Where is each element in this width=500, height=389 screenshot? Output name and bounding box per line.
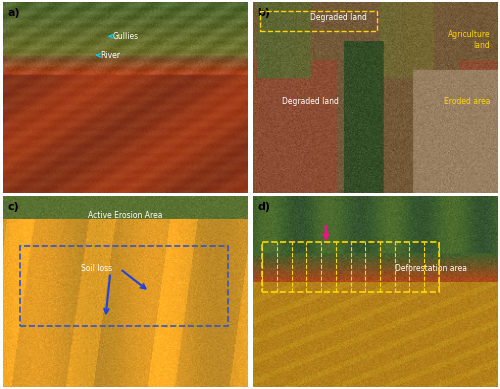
Text: a): a)	[8, 8, 20, 18]
Text: b): b)	[258, 8, 270, 18]
Text: Soil loss: Soil loss	[81, 265, 112, 273]
Text: c): c)	[8, 202, 19, 212]
Text: Agriculture
land: Agriculture land	[448, 30, 490, 50]
Text: Degraded land: Degraded land	[310, 13, 366, 22]
Bar	[260, 12, 378, 31]
Bar	[20, 246, 228, 326]
Text: Deforestation area: Deforestation area	[394, 265, 466, 273]
Text: Degraded land: Degraded land	[282, 96, 339, 105]
Text: Active Erosion Area: Active Erosion Area	[88, 211, 163, 220]
Text: Gullies: Gullies	[113, 32, 139, 41]
Bar	[262, 242, 438, 292]
Text: River: River	[100, 51, 120, 60]
Text: Eroded area: Eroded area	[444, 96, 490, 105]
Text: d): d)	[258, 202, 270, 212]
